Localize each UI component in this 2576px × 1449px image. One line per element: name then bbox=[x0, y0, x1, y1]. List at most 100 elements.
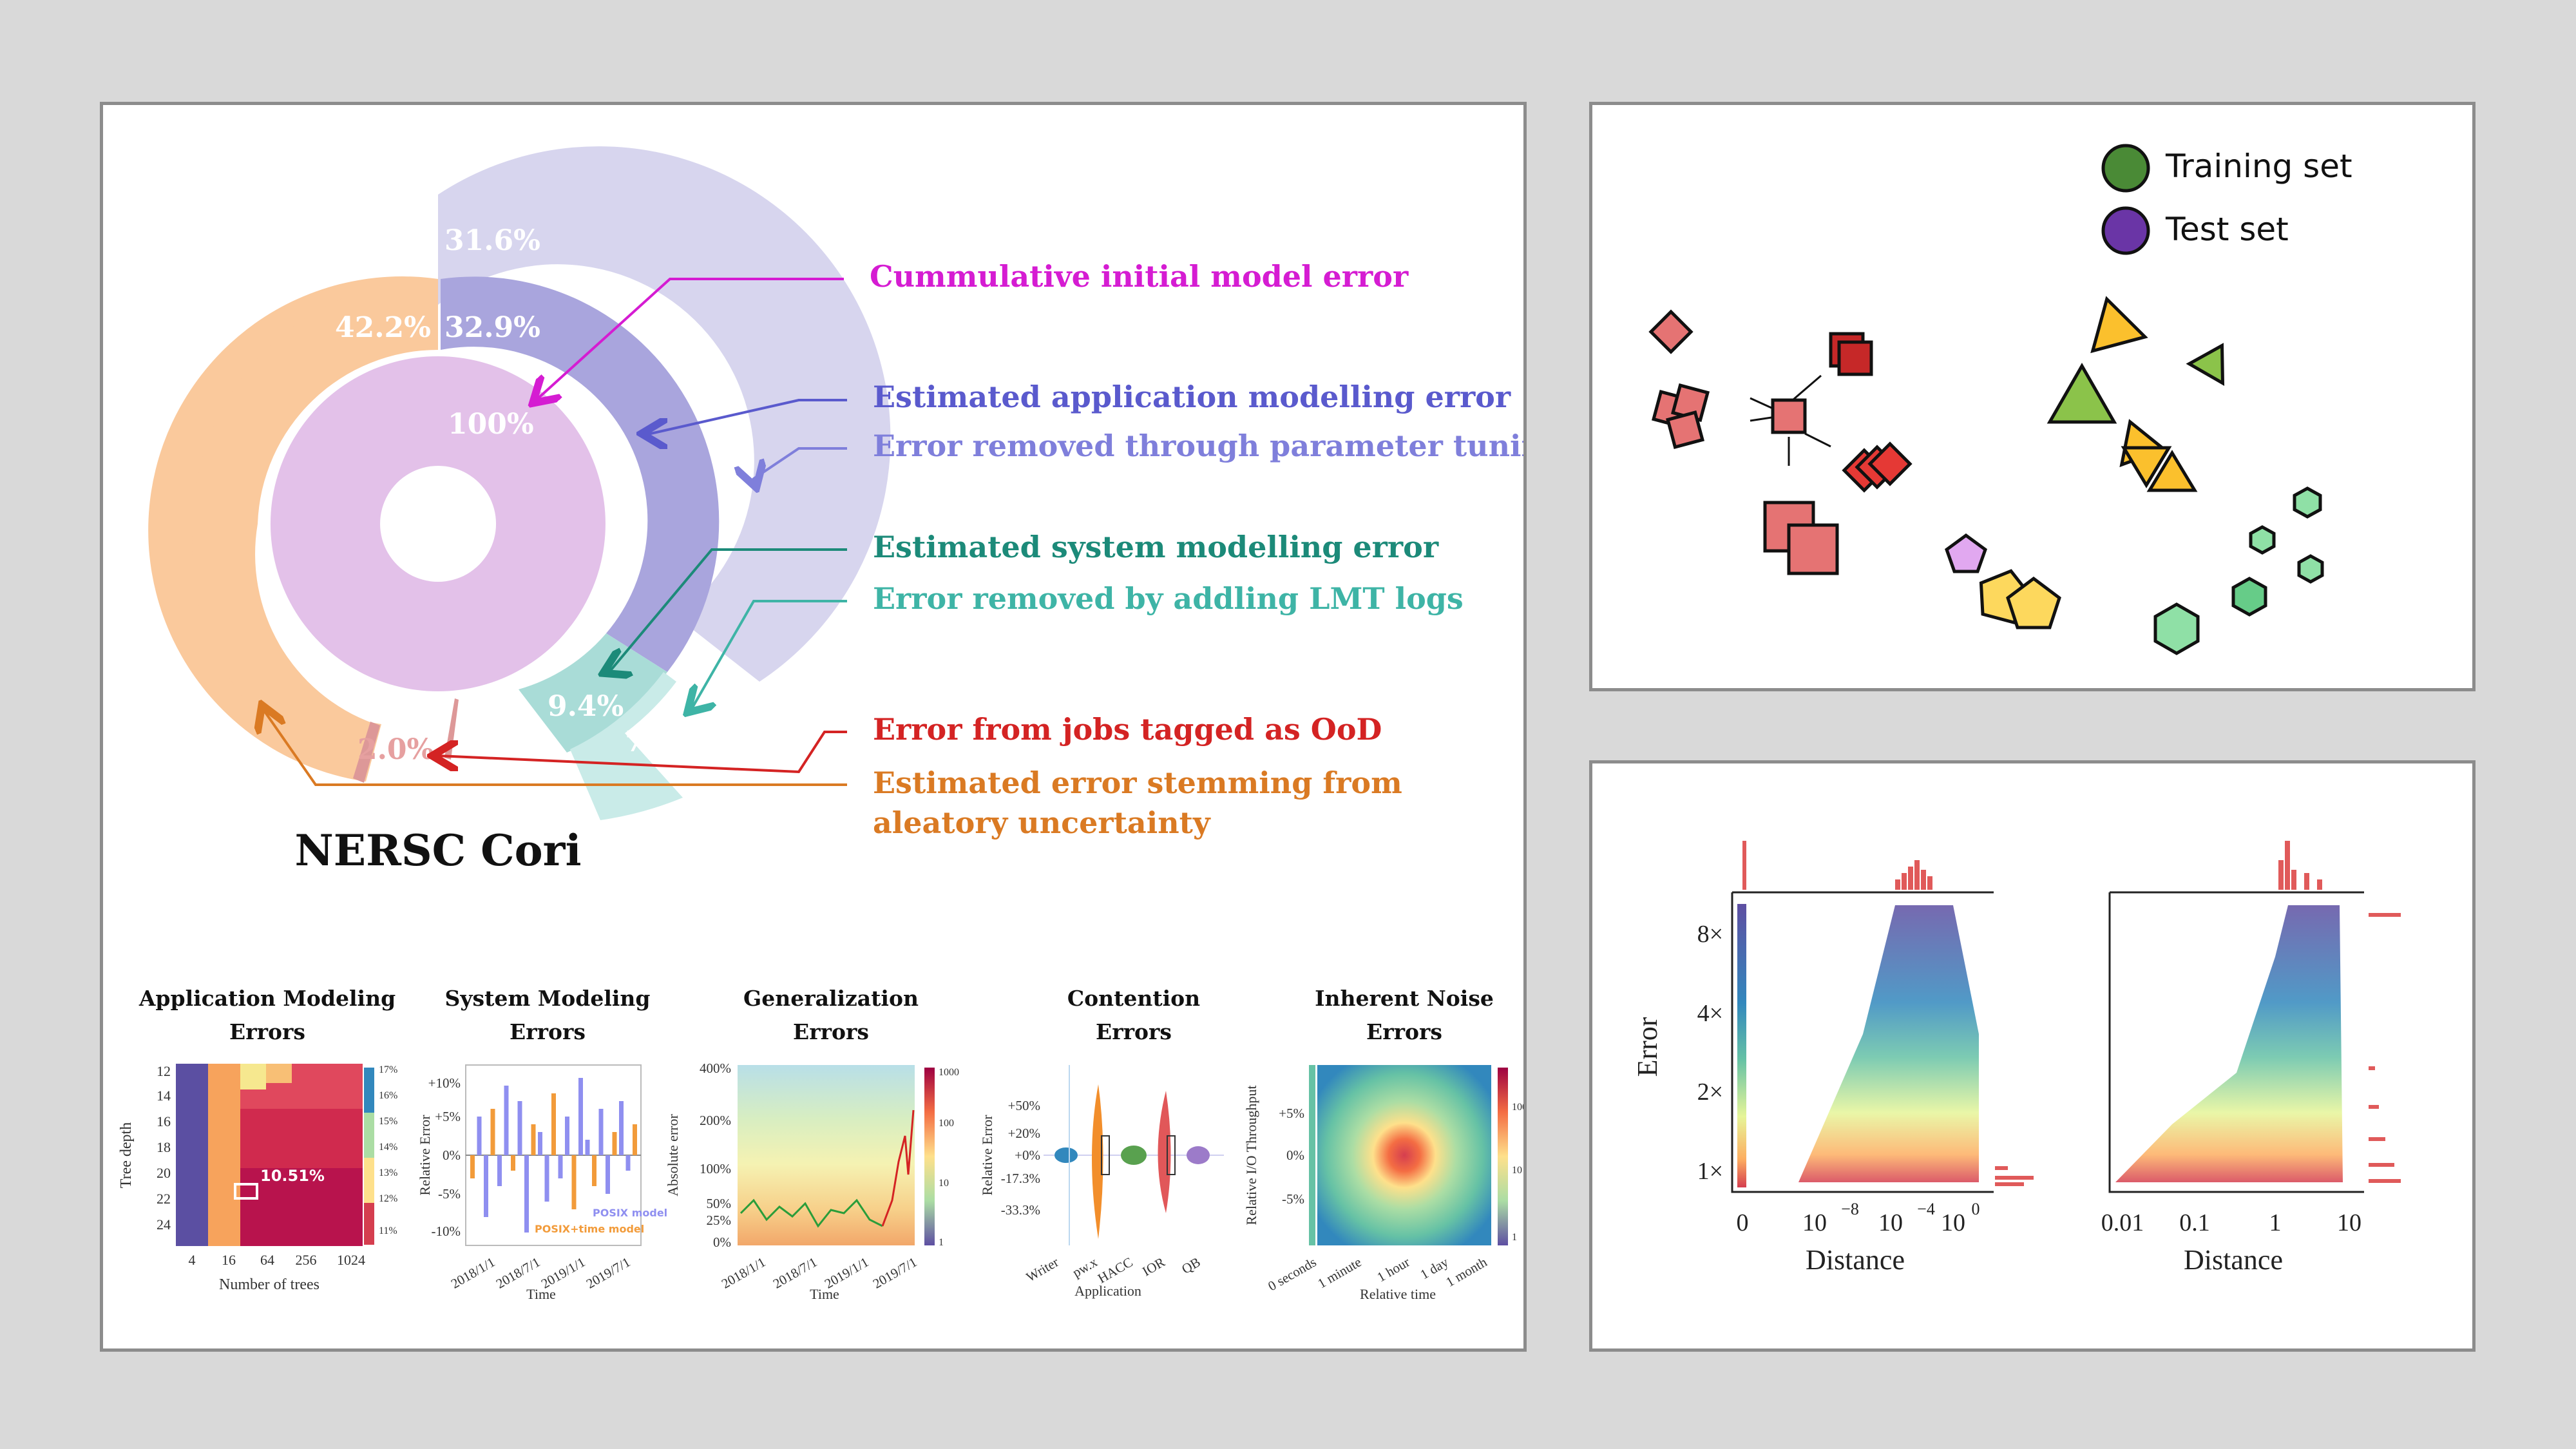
right-xtick: 1 bbox=[2269, 1209, 2282, 1236]
left-xtick-base: 10 bbox=[1941, 1209, 1965, 1236]
noise-ytick: +5% bbox=[1279, 1106, 1304, 1121]
app-cbar-tick: 12% bbox=[379, 1193, 397, 1204]
app-ytick: 18 bbox=[157, 1139, 171, 1155]
right-xlabel: Distance bbox=[2184, 1244, 2283, 1276]
app-cbar-tick: 13% bbox=[379, 1167, 397, 1178]
app-ylabel: Tree depth bbox=[118, 1122, 135, 1188]
cont-ytick: -33.3% bbox=[1001, 1202, 1040, 1218]
sys-xtick: 2018/1/1 bbox=[448, 1254, 498, 1292]
left-hexbin-density bbox=[1798, 905, 1979, 1182]
gen-xtick: 2018/1/1 bbox=[719, 1254, 768, 1292]
system-error-bar bbox=[538, 1132, 542, 1155]
lmt-callout bbox=[689, 600, 847, 711]
app-ytick: 20 bbox=[157, 1165, 171, 1181]
right-xtick: 0.1 bbox=[2179, 1209, 2210, 1236]
system-error-bar bbox=[558, 1155, 563, 1178]
triangle-cluster bbox=[2046, 296, 2225, 492]
app-xlabel: Number of trees bbox=[219, 1276, 320, 1293]
cont-xlabel: Application bbox=[1074, 1283, 1141, 1299]
app-pct-label: 32.9% bbox=[444, 311, 540, 344]
ood-callout bbox=[435, 731, 847, 774]
app-chart-title-1: Application Modeling bbox=[138, 986, 396, 1011]
lmt-pct-label: 7.7% bbox=[625, 725, 701, 758]
cluster-diagram-svg: Training set Test set bbox=[1648, 144, 2352, 655]
app-cbar-tick: 17% bbox=[379, 1064, 397, 1075]
cont-xtick: QB bbox=[1179, 1254, 1203, 1277]
noise-ytick: 0% bbox=[1286, 1147, 1304, 1163]
left-xtick-exp: −8 bbox=[1841, 1200, 1859, 1218]
test-set-label: Test set bbox=[2165, 211, 2289, 248]
gen-ytick: 50% bbox=[707, 1196, 732, 1211]
tuning-label: Error removed through parameter tuning bbox=[873, 428, 1523, 463]
violin-writer bbox=[1054, 1065, 1078, 1245]
app-ytick: 12 bbox=[157, 1063, 171, 1079]
generalization-chart: Generalization Errors bbox=[665, 986, 959, 1302]
aleatory-callout bbox=[263, 707, 847, 786]
cont-ytick: -17.3% bbox=[1001, 1171, 1040, 1186]
left-xtick-base: 10 bbox=[1878, 1209, 1903, 1236]
system-error-bar bbox=[612, 1132, 617, 1155]
system-error-bar bbox=[551, 1093, 556, 1155]
noise-ylabel: Relative I/O Throughput bbox=[1243, 1085, 1259, 1225]
total-error-ring bbox=[270, 356, 606, 691]
noise-xtick: 0 seconds bbox=[1265, 1254, 1319, 1294]
app-highlight-label: 10.51% bbox=[260, 1167, 325, 1185]
right-xtick: 0.01 bbox=[2101, 1209, 2144, 1236]
sys-xlabel: Time bbox=[526, 1286, 556, 1302]
violin-pwx bbox=[1092, 1084, 1110, 1239]
system-error-bar bbox=[578, 1078, 583, 1155]
app-cbar-tick: 15% bbox=[379, 1116, 397, 1127]
gen-green-line bbox=[739, 1198, 883, 1228]
sys-legend-1: POSIX model bbox=[593, 1207, 667, 1219]
noise-xtick: 1 minute bbox=[1315, 1254, 1364, 1292]
right-hexbin-density bbox=[2115, 905, 2343, 1182]
gen-cbar-tick: 1 bbox=[939, 1237, 944, 1248]
cont-xtick: IOR bbox=[1140, 1254, 1167, 1280]
system-error-bar bbox=[497, 1155, 502, 1186]
gen-ytick: 400% bbox=[700, 1060, 731, 1076]
aleatory-error-arc-2 bbox=[192, 279, 438, 778]
app-xtick: 1024 bbox=[337, 1252, 365, 1268]
noise-xtick: 1 hour bbox=[1375, 1254, 1413, 1285]
system-error-bar bbox=[598, 1109, 604, 1155]
donut-title: NERSC Cori bbox=[294, 825, 581, 876]
gen-cbar-tick: 1000 bbox=[939, 1067, 959, 1078]
sys-legend-2: POSIX+time model bbox=[535, 1223, 644, 1235]
gen-ytick: 25% bbox=[707, 1213, 732, 1228]
cont-xtick: Writer bbox=[1024, 1254, 1062, 1285]
cont-chart-title-2: Errors bbox=[1096, 1019, 1172, 1044]
aleatory-label-2: aleatory uncertainty bbox=[873, 805, 1211, 840]
app-callout bbox=[644, 399, 847, 434]
app-xtick: 4 bbox=[189, 1252, 196, 1268]
hexbin-ytick: 8× bbox=[1697, 921, 1723, 948]
noise-chart-title-2: Errors bbox=[1366, 1019, 1442, 1044]
test-set-marker bbox=[2101, 206, 2150, 255]
system-error-bar bbox=[619, 1101, 624, 1155]
system-error-bar bbox=[504, 1086, 509, 1155]
error-breakdown-svg: 31.6% 32.9% 100% 42.2% 9.4% 7.7% 2.0% NE… bbox=[118, 146, 1523, 1302]
noise-chart: Inherent Noise Errors Relative I/O Throu… bbox=[1243, 986, 1523, 1302]
gen-xlabel: Time bbox=[810, 1286, 839, 1302]
tuning-callout bbox=[754, 447, 847, 485]
cont-xtick: HACC bbox=[1095, 1254, 1136, 1287]
app-chart-title-2: Errors bbox=[229, 1019, 305, 1044]
left-hexbin-plot: Error 8× 4× 2× 1× 0 10 −8 10 −4 10 0 Dis… bbox=[1632, 841, 2034, 1276]
gen-ytick: 0% bbox=[713, 1234, 731, 1250]
cumulative-pct-label: 31.6% bbox=[444, 224, 540, 257]
aleatory-label-1: Estimated error stemming from bbox=[873, 765, 1402, 800]
app-ytick: 22 bbox=[157, 1191, 171, 1207]
sys-ylabel: Relative Error bbox=[417, 1115, 433, 1196]
polygon-cluster bbox=[1945, 486, 2324, 655]
system-error-bar bbox=[592, 1155, 596, 1186]
cont-ytick: +20% bbox=[1008, 1126, 1040, 1141]
cont-xtick: pw.x bbox=[1070, 1254, 1100, 1280]
gen-xtick: 2019/7/1 bbox=[870, 1254, 920, 1292]
square-cluster bbox=[1648, 309, 1913, 575]
noise-xlabel: Relative time bbox=[1360, 1286, 1436, 1302]
ood-label: Error from jobs tagged as OoD bbox=[873, 712, 1382, 747]
app-cbar-tick: 11% bbox=[379, 1225, 397, 1236]
gen-ylabel: Absolute error bbox=[665, 1113, 681, 1196]
violin-hacc bbox=[1121, 1146, 1147, 1165]
square-arrows bbox=[1750, 374, 1831, 466]
hexbin-ylabel: Error bbox=[1632, 1017, 1663, 1077]
